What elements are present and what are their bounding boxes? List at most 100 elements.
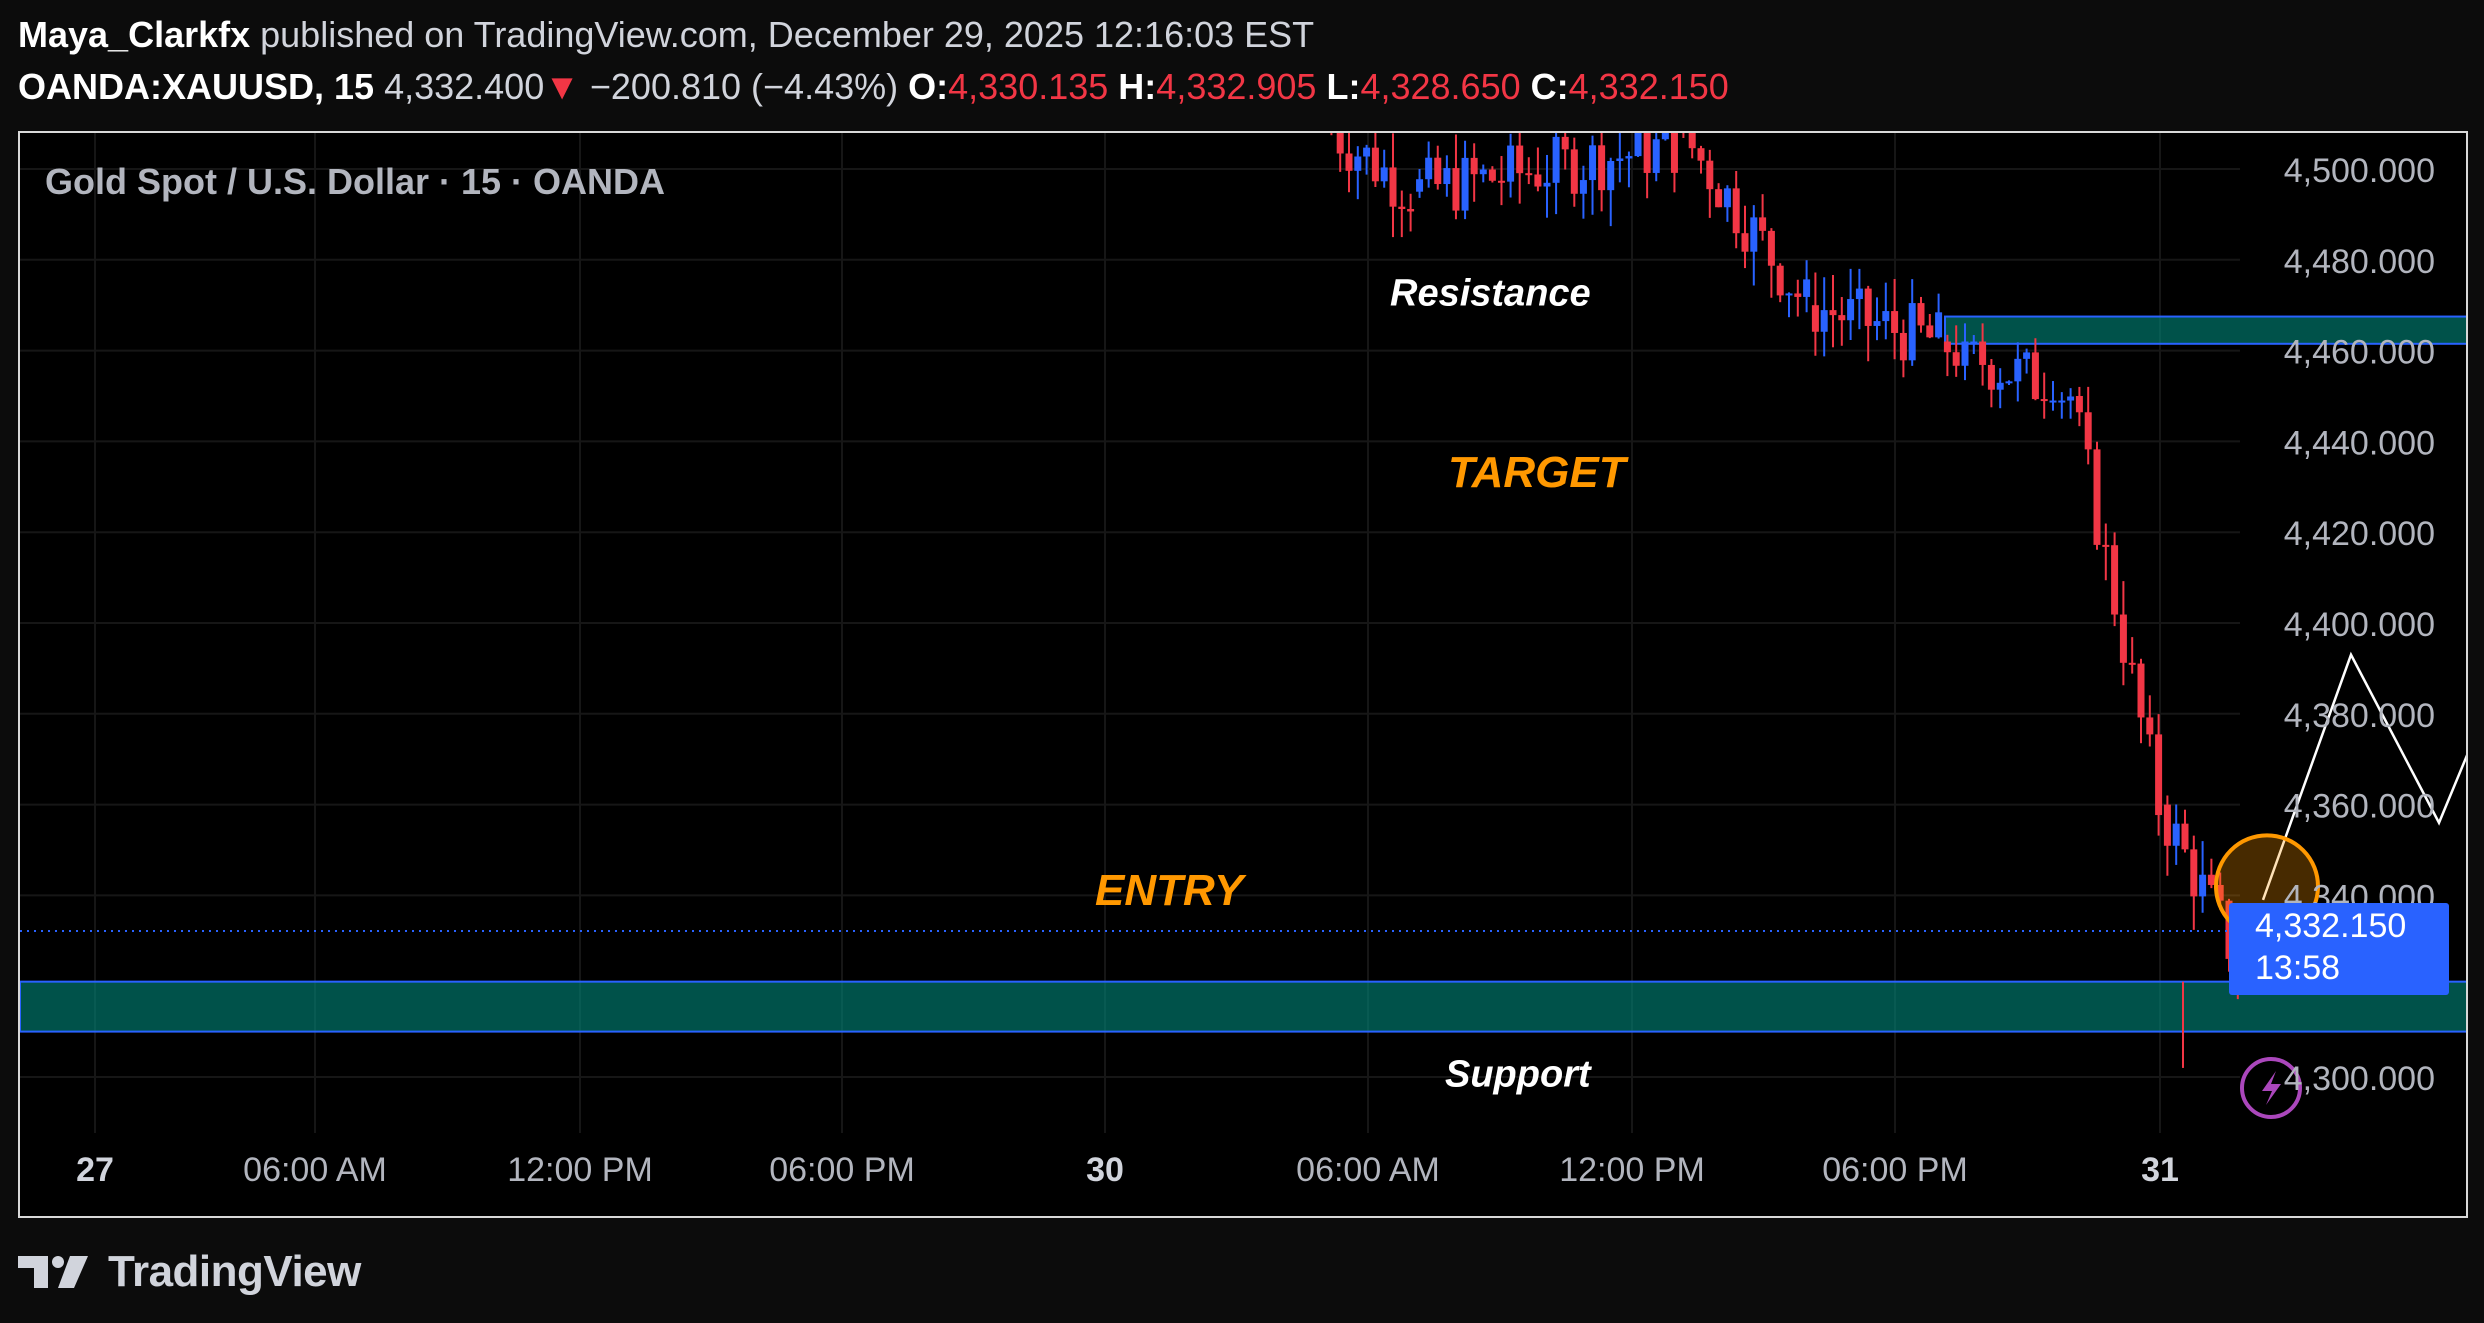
y-tick-label: 4,460.000 — [2284, 334, 2435, 372]
candle-body — [1847, 299, 1855, 321]
candle-countdown: 13:58 — [2255, 949, 2340, 987]
x-tick-label: 12:00 PM — [1559, 1151, 1705, 1189]
close-value: 4,332.150 — [1568, 66, 1729, 107]
author-name[interactable]: Maya_Clarkfx — [18, 14, 251, 55]
candle-body — [1926, 325, 1934, 338]
candle-body — [1497, 180, 1505, 183]
candle-body — [2190, 849, 2198, 897]
high-label: H: — [1118, 66, 1157, 107]
y-tick-label: 4,420.000 — [2284, 515, 2435, 553]
candle-body — [1785, 293, 1793, 296]
candle-body — [2137, 663, 2145, 718]
y-tick-label: 4,300.000 — [2284, 1060, 2435, 1098]
footer-logo[interactable]: TradingView — [18, 1244, 361, 1300]
candle-body — [1434, 157, 1442, 185]
candle-body — [1732, 188, 1740, 234]
candle-body — [2119, 614, 2127, 663]
candle-body — [1452, 168, 1460, 211]
candle-body — [2005, 381, 2013, 384]
candle-body — [1570, 149, 1578, 194]
candle-body — [2199, 874, 2207, 897]
candle-body — [1741, 233, 1749, 252]
projected-path-arrow — [2261, 651, 2466, 901]
y-tick-label: 4,360.000 — [2284, 788, 2435, 826]
candle-body — [1715, 189, 1723, 208]
support-zone — [20, 980, 2466, 1033]
candle-body — [1380, 167, 1388, 182]
candle-body — [1838, 315, 1846, 321]
candle-body — [1987, 364, 1995, 390]
brand-name: TradingView — [108, 1247, 361, 1296]
candle-body — [1634, 133, 1642, 157]
candle-body — [1961, 341, 1969, 366]
candle-body — [2040, 399, 2048, 402]
resistance-label: Resistance — [1390, 273, 1591, 315]
candle-body — [1652, 139, 1660, 173]
candle-body — [1697, 148, 1705, 161]
x-tick-label: 30 — [1086, 1151, 1124, 1189]
candle-body — [2155, 734, 2163, 816]
candle-body — [1616, 158, 1624, 162]
x-tick-label: 06:00 PM — [1822, 1151, 1968, 1189]
candle-body — [1425, 157, 1433, 180]
candle-body — [1767, 230, 1775, 266]
price-chart[interactable]: ENTRY TARGET Resistance Support Gold Spot / … — [20, 133, 2466, 1216]
candle-body — [1516, 145, 1524, 174]
candle-body — [1470, 157, 1478, 175]
candle-body — [1970, 341, 1978, 344]
y-tick-label: 4,380.000 — [2284, 697, 2435, 735]
candle-body — [1363, 147, 1371, 157]
x-tick-label: 27 — [76, 1151, 114, 1189]
candle-body — [1598, 145, 1606, 191]
candle-body — [1589, 145, 1597, 181]
high-value: 4,332.905 — [1156, 66, 1317, 107]
candle-body — [1398, 206, 1406, 209]
candle-body — [1891, 311, 1899, 333]
candle-body — [1794, 293, 1802, 297]
candle-body — [1829, 310, 1837, 316]
candle-body — [1416, 179, 1424, 192]
candle-body — [2067, 396, 2075, 401]
x-tick-label: 31 — [2141, 1151, 2179, 1189]
candle-body — [1354, 156, 1362, 171]
candle-body — [2146, 717, 2154, 735]
candle-body — [2093, 449, 2101, 545]
candle-body — [2181, 823, 2189, 850]
candle-body — [1552, 136, 1560, 183]
price-change: −200.810 (−4.43%) — [589, 66, 899, 107]
candle-body — [1661, 133, 1669, 140]
chart-frame[interactable]: ENTRY TARGET Resistance Support Gold Spot / … — [18, 131, 2468, 1218]
candle-body — [2023, 352, 2031, 359]
candle-body — [1899, 332, 1907, 361]
lightning-icon — [2240, 1057, 2302, 1119]
symbol-name[interactable]: OANDA:XAUUSD, 15 — [18, 66, 375, 107]
candle-body — [1811, 305, 1819, 332]
close-label: C: — [1530, 66, 1569, 107]
candle-body — [2163, 804, 2171, 846]
candle-body — [1935, 312, 1943, 338]
candle-body — [2172, 823, 2180, 846]
candle-body — [1525, 173, 1533, 176]
candle-body — [1488, 169, 1496, 181]
candle-body — [1723, 188, 1731, 208]
candle-body — [2128, 662, 2136, 665]
candle-body — [1579, 180, 1587, 194]
candle-body — [2216, 884, 2224, 901]
candle-body — [2102, 544, 2110, 547]
candle-body — [1855, 288, 1863, 300]
symbol-info: OANDA:XAUUSD, 15 4,332.400▼ −200.810 (−4… — [18, 66, 1729, 108]
y-tick-label: 4,480.000 — [2284, 243, 2435, 281]
candle-body — [1882, 311, 1890, 322]
candle-body — [1607, 161, 1615, 191]
support-label: Support — [1445, 1053, 1592, 1095]
x-tick-label: 12:00 PM — [507, 1151, 653, 1189]
candle-body — [2207, 874, 2215, 885]
candle-body — [1979, 341, 1987, 365]
candle-body — [1759, 217, 1767, 231]
candle-body — [1625, 156, 1633, 159]
candle-body — [2058, 400, 2066, 403]
candle-body — [1371, 147, 1379, 182]
candle-body — [2049, 400, 2057, 403]
candle-body — [1461, 157, 1469, 211]
candle-body — [2111, 545, 2119, 615]
